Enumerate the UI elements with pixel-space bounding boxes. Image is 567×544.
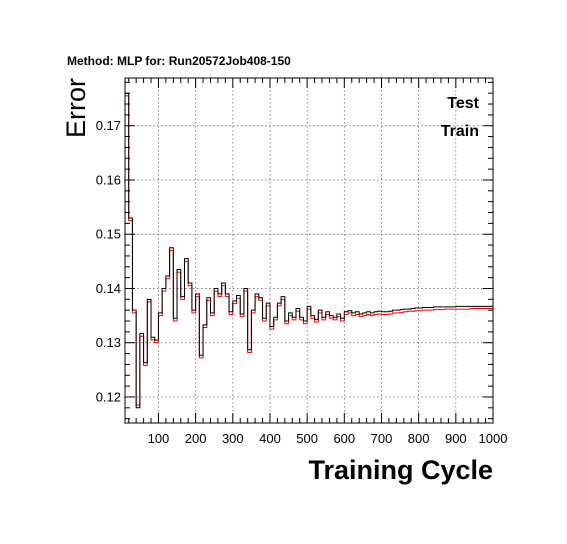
legend: Test Train [441, 95, 480, 140]
x-tick-label: 700 [371, 431, 393, 446]
y-axis-label: Error [61, 78, 91, 138]
plot-frame [124, 77, 494, 424]
x-tick-label: 600 [333, 431, 355, 446]
x-tick-label: 200 [185, 431, 207, 446]
y-tick-label: 0.15 [96, 227, 121, 242]
x-tick-label: 500 [296, 431, 318, 446]
x-tick-label: 1000 [479, 431, 508, 446]
x-tick-label: 400 [259, 431, 281, 446]
x-tick-label: 300 [222, 431, 244, 446]
x-tick-label: 800 [408, 431, 430, 446]
y-tick-label: 0.17 [96, 118, 121, 133]
legend-entry-train: Train [441, 123, 479, 140]
x-axis-label: Training Cycle [308, 455, 493, 485]
chart-title: Method: MLP for: Run20572Job408-150 [67, 54, 291, 68]
series-lines [125, 92, 493, 409]
grid-lines [125, 78, 494, 423]
y-tick-label: 0.16 [96, 172, 121, 187]
y-tick-label: 0.13 [96, 335, 121, 350]
axis-ticks [125, 78, 494, 423]
x-tick-label: 100 [148, 431, 170, 446]
y-tick-label: 0.12 [96, 389, 121, 404]
x-tick-label: 900 [445, 431, 467, 446]
legend-entry-test: Test [447, 95, 479, 112]
axis-tick-labels: 100 200 300 400 500 600 700 800 900 1000 0.12 0.13 0… [96, 118, 508, 446]
y-tick-label: 0.14 [96, 281, 121, 296]
series-train-line [125, 92, 493, 409]
